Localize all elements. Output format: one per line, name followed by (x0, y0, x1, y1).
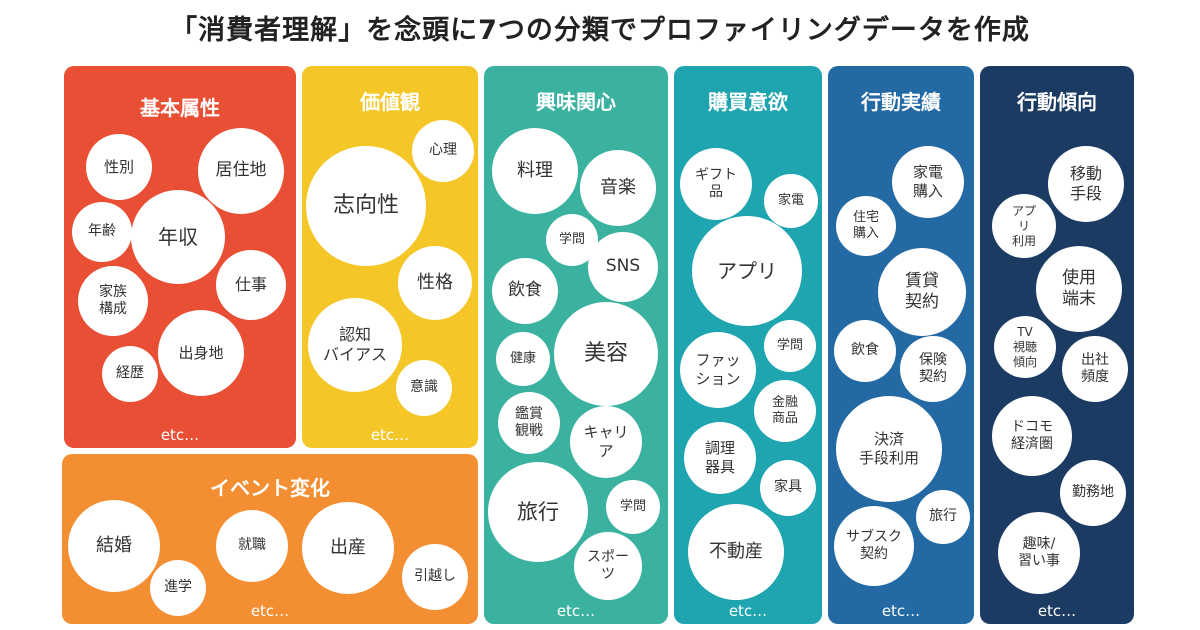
panel-title: 行動実績 (861, 90, 941, 114)
panel-etc: etc… (250, 602, 290, 620)
bubble-personality: 性格 (398, 246, 472, 320)
panel-interests: 興味関心 料理 音楽 学問 SNS 飲食 健康 美容 鑑賞 観戦 キャリ ア 旅… (484, 66, 668, 624)
bubble-health: 健康 (496, 332, 550, 386)
panel-title: 価値観 (360, 90, 420, 114)
bubble-school-entry: 進学 (150, 560, 206, 616)
bubble-age: 年齢 (72, 202, 132, 262)
bubble-career: 経歴 (102, 346, 158, 402)
panel-values: 価値観 心理 志向性 性格 認知 バイアス 意識 etc… (302, 66, 478, 448)
panel-title: 行動傾向 (1017, 90, 1097, 114)
bubble-payment-method: 決済 手段利用 (836, 396, 942, 502)
bubble-music: 音楽 (580, 150, 656, 226)
bubble-sports: スポー ツ (574, 532, 642, 600)
panel-behavior-tendency: 行動傾向 移動 手段 アプ リ 利用 使用 端末 TV 視聴 傾向 出社 頻度 … (980, 66, 1134, 624)
bubble-hometown: 出身地 (158, 310, 244, 396)
bubble-appliances: 家電 (764, 174, 818, 228)
bubble-cookware: 調理 器具 (684, 422, 756, 494)
bubble-psychology: 心理 (412, 120, 474, 182)
bubble-home-purchase: 住宅 購入 (836, 196, 896, 256)
panel-title: 購買意欲 (708, 90, 788, 114)
panel-title: 興味関心 (536, 90, 616, 114)
bubble-travel: 旅行 (488, 462, 588, 562)
bubble-awareness: 意識 (396, 360, 452, 416)
bubble-hobbies: 趣味/ 習い事 (998, 512, 1080, 594)
bubble-watching: 鑑賞 観戦 (498, 392, 560, 454)
bubble-subscription: サブスク 契約 (834, 506, 914, 586)
bubble-insurance: 保険 契約 (900, 336, 966, 402)
bubble-gender: 性別 (86, 134, 152, 200)
bubble-real-estate: 不動産 (688, 504, 784, 600)
bubble-childbirth: 出産 (302, 502, 394, 594)
bubble-employment: 就職 (216, 510, 288, 582)
bubble-residence: 居住地 (198, 128, 284, 214)
bubble-appliance-purchase: 家電 購入 (892, 146, 964, 218)
panel-etc: etc… (1037, 602, 1077, 620)
bubble-device: 使用 端末 (1036, 246, 1122, 332)
bubble-academics: 学問 (764, 320, 816, 372)
bubble-cooking: 料理 (492, 128, 578, 214)
bubble-job: 仕事 (216, 250, 286, 320)
bubble-academics: 学問 (546, 214, 598, 266)
panel-basic-attributes: 基本属性 性別 居住地 年齢 年収 家族 構成 仕事 出身地 経歴 etc… (64, 66, 296, 448)
bubble-marriage: 結婚 (68, 500, 160, 592)
panel-etc: etc… (556, 602, 596, 620)
bubble-office-frequency: 出社 頻度 (1062, 336, 1128, 402)
bubble-rental-contract: 賃貸 契約 (878, 248, 966, 336)
bubble-transport: 移動 手段 (1048, 146, 1124, 222)
bubble-app-usage: アプ リ 利用 (992, 194, 1056, 258)
bubble-moving: 引越し (402, 544, 468, 610)
bubble-income: 年収 (131, 190, 225, 284)
page-title: 「消費者理解」を念頭に7つの分類でプロファイリングデータを作成 (170, 15, 1030, 46)
bubble-furniture: 家具 (760, 460, 816, 516)
panel-behavior-history: 行動実績 家電 購入 住宅 購入 賃貸 契約 飲食 保険 契約 決済 手段利用 … (828, 66, 974, 624)
panel-purchase-intent: 購買意欲 ギフト 品 家電 アプリ ファッ ション 学問 金融 商品 調理 器具… (674, 66, 822, 624)
bubble-family: 家族 構成 (78, 266, 148, 336)
panel-title: イベント変化 (210, 476, 330, 500)
bubble-dining: 飲食 (834, 320, 896, 382)
bubble-orientation: 志向性 (306, 146, 426, 266)
panel-etc: etc… (370, 426, 410, 444)
panel-etc: etc… (881, 602, 921, 620)
bubble-cognitive-bias: 認知 バイアス (308, 298, 402, 392)
bubble-financial: 金融 商品 (754, 380, 816, 442)
bubble-academics-2: 学問 (606, 480, 660, 534)
bubble-beauty: 美容 (554, 302, 658, 406)
bubble-travel: 旅行 (916, 490, 970, 544)
bubble-workplace: 勤務地 (1060, 460, 1126, 526)
bubble-career-interest: キャリ ア (570, 406, 642, 478)
bubble-tv-viewing: TV 視聴 傾向 (994, 316, 1056, 378)
panel-title: 基本属性 (140, 96, 220, 120)
bubble-fashion: ファッ ション (680, 332, 756, 408)
bubble-docomo-economy: ドコモ 経済圏 (992, 396, 1072, 476)
bubble-gifts: ギフト 品 (680, 148, 752, 220)
panel-life-events: イベント変化 結婚 就職 出産 進学 引越し etc… (62, 454, 478, 624)
bubble-dining: 飲食 (492, 258, 558, 324)
bubble-apps: アプリ (692, 216, 802, 326)
bubble-sns: SNS (588, 232, 658, 302)
panel-etc: etc… (160, 426, 200, 444)
panel-etc: etc… (728, 602, 768, 620)
